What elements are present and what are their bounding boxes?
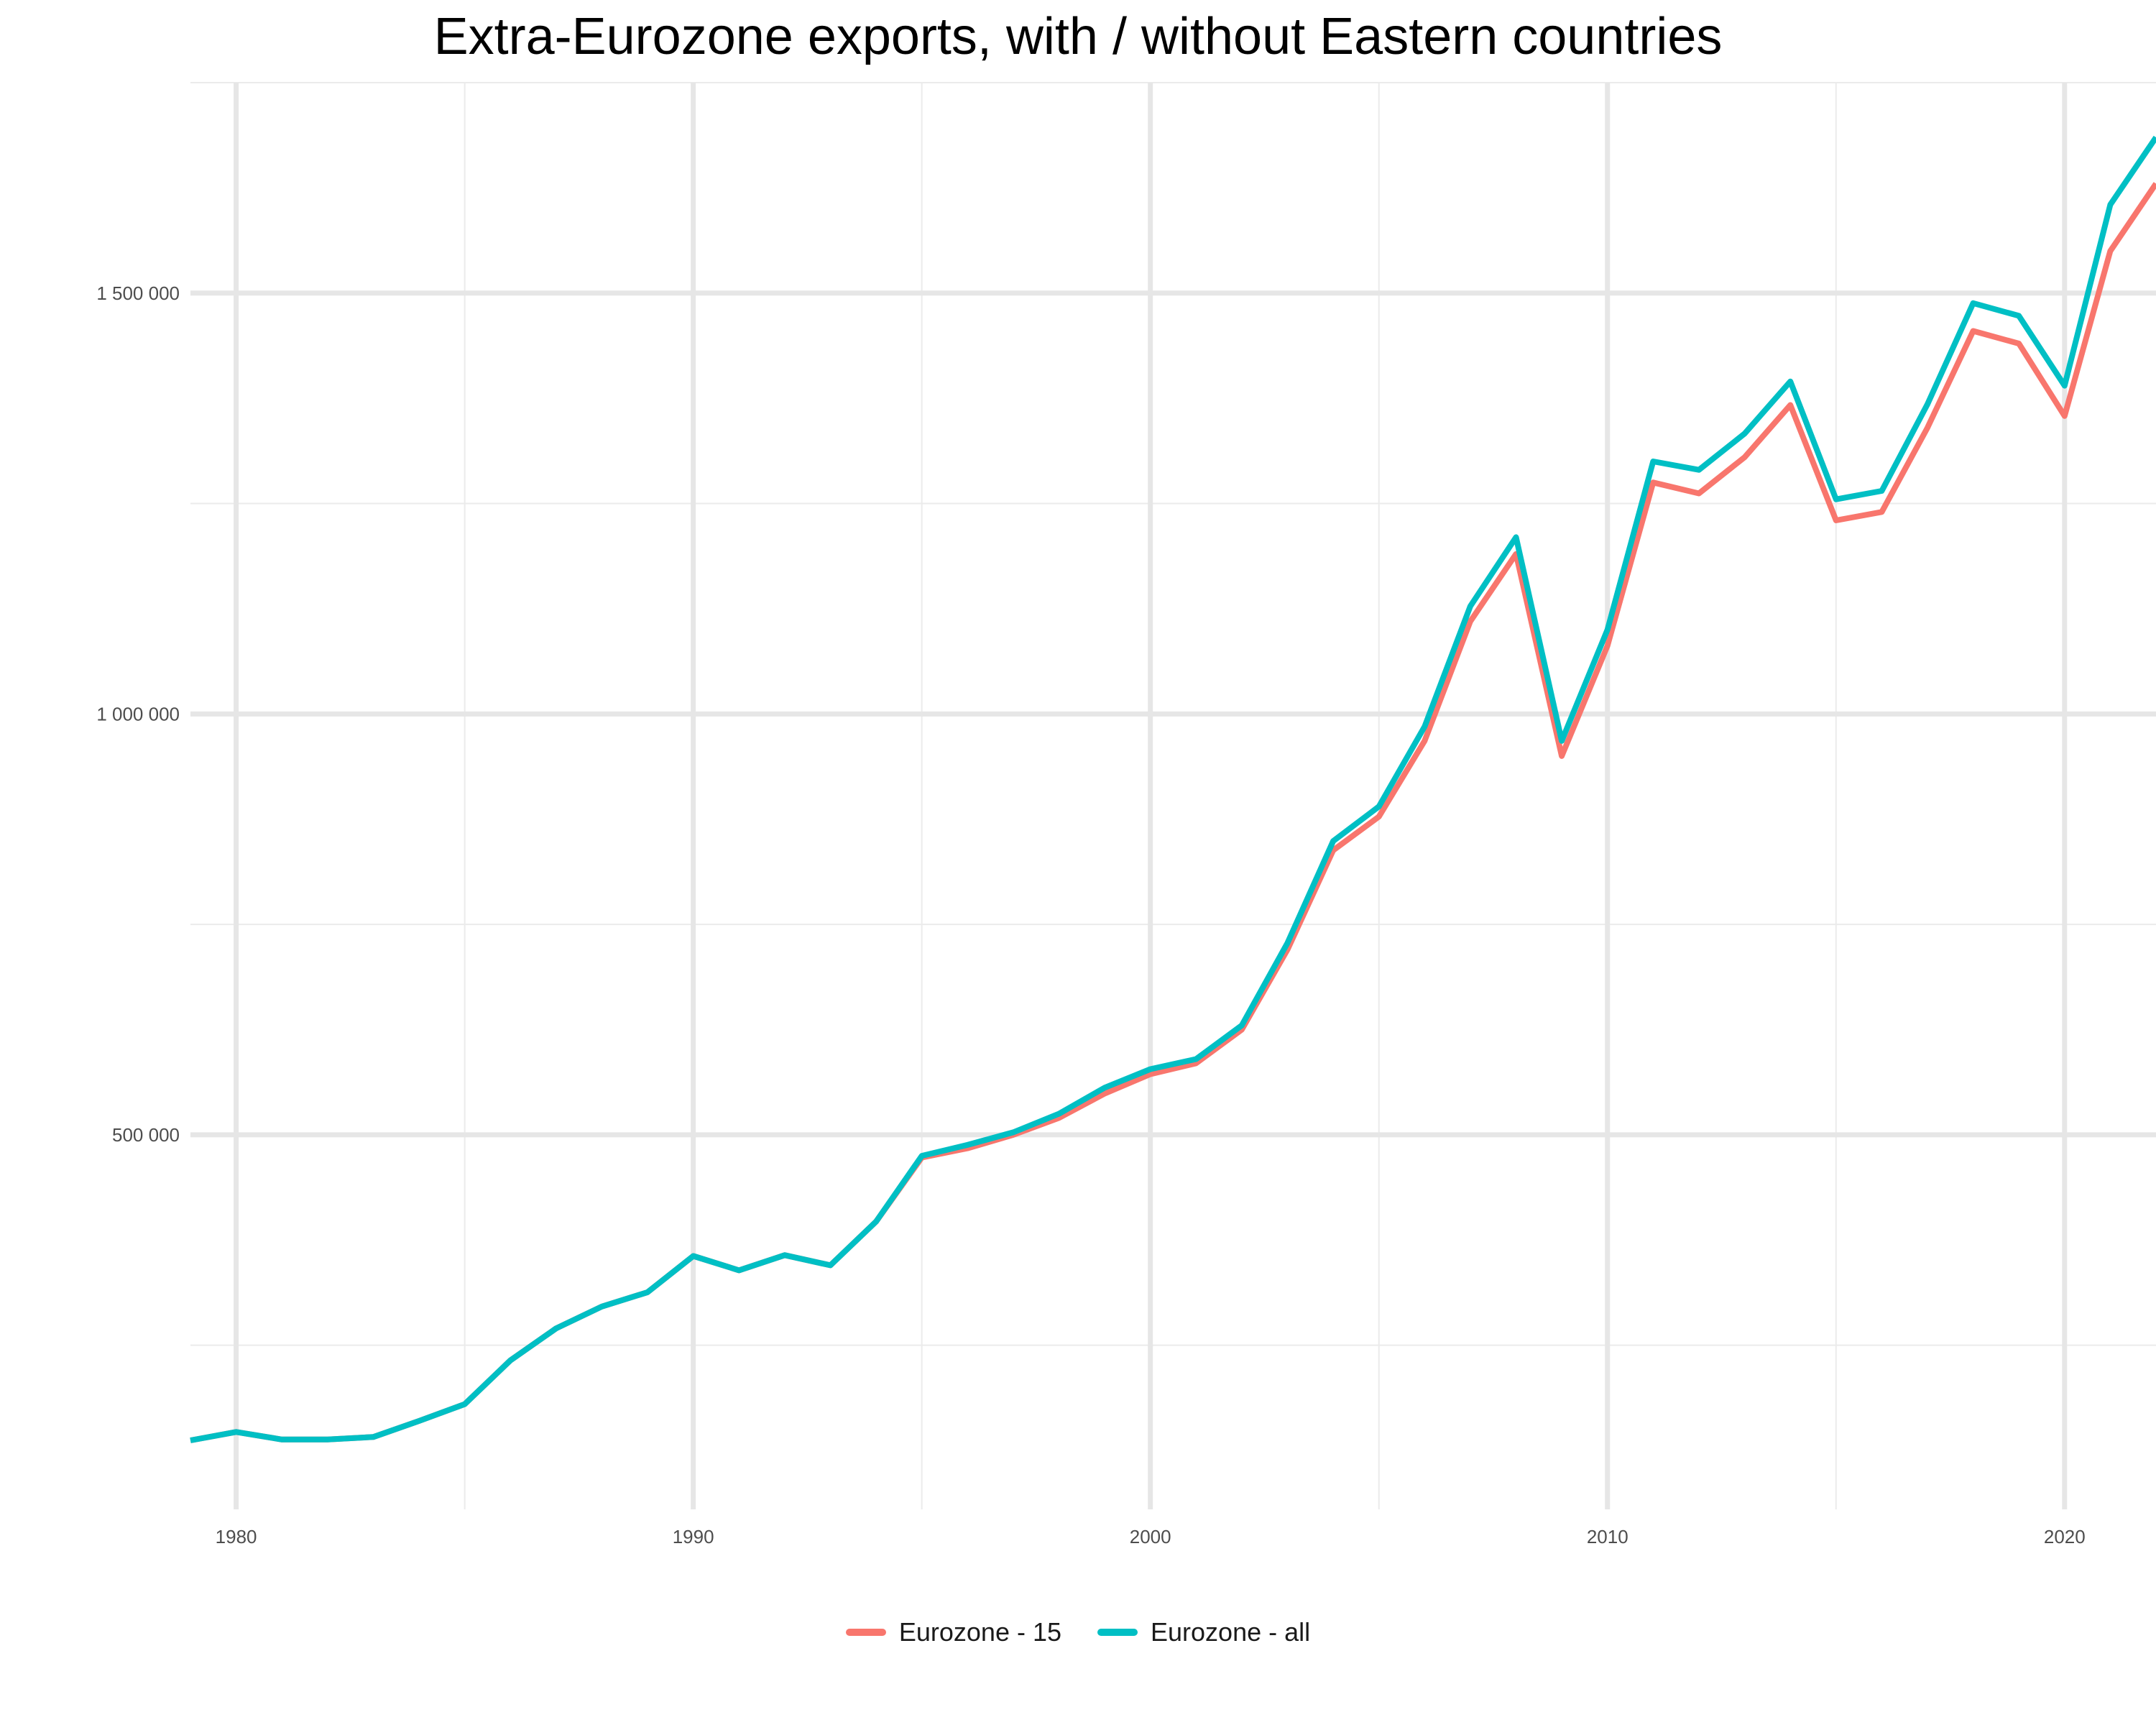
series-lines	[190, 135, 2156, 1443]
legend-swatch-eurozone-all	[1097, 1629, 1138, 1636]
x-tick-label: 1980	[216, 1526, 257, 1547]
x-tick-label: 2020	[2044, 1526, 2086, 1547]
x-tick-label: 2000	[1130, 1526, 1171, 1547]
y-tick-label: 1 000 000	[96, 703, 180, 724]
plot-background	[190, 83, 2156, 1509]
x-tick-label: 2010	[1587, 1526, 1628, 1547]
y-axis-tick-labels: 500 000 1 000 000 1 500 000	[96, 282, 180, 1146]
legend-label-eurozone-all: Eurozone - all	[1151, 1617, 1311, 1647]
legend-swatch-eurozone-15	[845, 1629, 886, 1636]
legend-item-eurozone-15: Eurozone - 15	[845, 1617, 1062, 1647]
y-tick-label: 1 500 000	[96, 282, 180, 304]
chart-title: Extra-Eurozone exports, with / without E…	[433, 8, 1723, 65]
legend: Eurozone - 15 Eurozone - all	[0, 1617, 2156, 1647]
y-tick-label: 500 000	[112, 1124, 180, 1146]
x-tick-label: 1990	[673, 1526, 714, 1547]
series-line-eurozone-all	[190, 135, 2156, 1443]
legend-item-eurozone-all: Eurozone - all	[1097, 1617, 1310, 1647]
major-gridlines	[190, 83, 2156, 1509]
x-axis-tick-labels: 1980 1990 2000 2010 2020	[216, 1526, 2086, 1547]
legend-label-eurozone-15: Eurozone - 15	[898, 1617, 1062, 1647]
